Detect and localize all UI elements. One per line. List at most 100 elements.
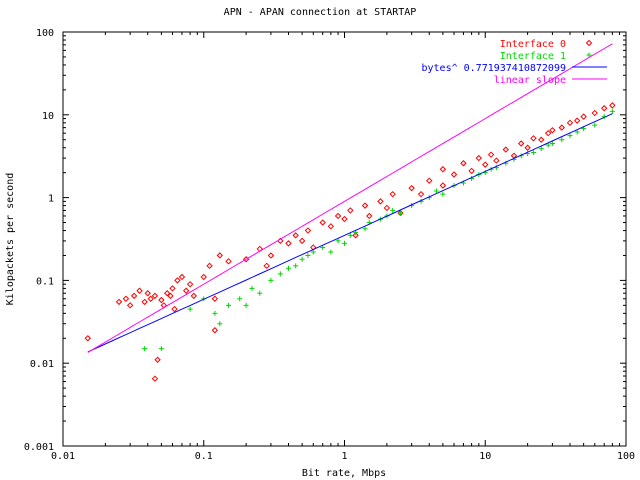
- interface-0-point: [304, 227, 312, 234]
- interface-0-point: [171, 305, 178, 313]
- interface-0-point: [591, 109, 598, 117]
- interface-0-point: [538, 136, 545, 143]
- interface-0-point: [366, 212, 373, 220]
- legend-marker: [585, 39, 593, 47]
- interface-1-point: [559, 137, 565, 143]
- interface-1-point: [342, 240, 347, 246]
- interface-0-point: [517, 140, 525, 147]
- interface-0-point: [141, 298, 148, 306]
- interface-1-point: [433, 188, 439, 194]
- interface-0-point: [216, 252, 223, 259]
- x-tick-label: 0.01: [51, 451, 75, 462]
- interface-1-point: [285, 265, 291, 271]
- y-tick-label: 0.1: [36, 276, 54, 287]
- interface-1-point: [310, 249, 316, 255]
- interface-0-point: [267, 252, 275, 259]
- interface-0-point: [136, 287, 143, 294]
- interface-0-point: [389, 190, 396, 198]
- interface-0-point: [151, 292, 159, 300]
- interface-1-point: [237, 296, 243, 302]
- interface-0-point: [502, 146, 510, 153]
- interface-0-point: [468, 167, 475, 175]
- interface-1-point: [567, 133, 573, 139]
- interface-0-point: [450, 171, 458, 178]
- interface-0-point: [158, 296, 165, 304]
- interface-1-point: [243, 302, 249, 308]
- series-2: [87, 113, 613, 353]
- interface-0-point: [263, 262, 270, 270]
- x-tick-label: 10: [479, 451, 491, 462]
- interface-0-point: [352, 232, 359, 239]
- interface-0-point: [475, 154, 483, 162]
- interface-0-point: [182, 287, 190, 294]
- interface-1-point: [398, 210, 404, 216]
- interface-0-point: [566, 119, 574, 127]
- interface-0-point: [292, 232, 299, 239]
- interface-1-point: [328, 249, 334, 255]
- interface-0-point: [600, 105, 608, 112]
- interface-0-point: [408, 184, 415, 192]
- interface-0-point: [174, 277, 181, 284]
- interface-1-point: [142, 346, 148, 352]
- series-1: [142, 108, 615, 352]
- interface-0-point: [361, 202, 369, 209]
- interface-0-point: [334, 212, 342, 220]
- interface-0-point: [487, 151, 495, 158]
- interface-0-point: [573, 117, 581, 124]
- legend-label: bytes^ 0.771937410872099: [422, 63, 567, 74]
- linear-slope-line: [87, 43, 613, 353]
- interface-0-point: [439, 166, 447, 173]
- interface-0-point: [206, 262, 213, 270]
- interface-0-point: [417, 190, 425, 198]
- interface-0-point: [319, 219, 326, 226]
- interface-1-point: [158, 346, 164, 352]
- interface-0-point: [163, 290, 171, 297]
- interface-0-point: [115, 298, 123, 306]
- interface-0-point: [285, 240, 292, 247]
- x-tick-label: 100: [617, 451, 635, 462]
- interface-0-point: [341, 215, 348, 223]
- interface-0-point: [347, 207, 354, 214]
- interface-1-point: [592, 122, 598, 128]
- interface-0-point: [482, 161, 489, 168]
- interface-0-point: [211, 327, 219, 334]
- interface-1-point: [277, 271, 283, 277]
- interface-0-point: [426, 177, 433, 184]
- interface-1-point: [440, 191, 446, 197]
- interface-0-point: [154, 356, 161, 363]
- interface-1-point: [538, 146, 544, 152]
- interface-1-point: [293, 263, 299, 269]
- interface-1-point: [609, 108, 615, 114]
- power-fit-line: [87, 113, 613, 353]
- interface-1-point: [335, 238, 341, 244]
- y-tick-label: 1: [48, 194, 54, 205]
- interface-0-point: [211, 295, 219, 302]
- interface-1-point: [390, 207, 396, 213]
- interface-1-point: [305, 252, 311, 258]
- data-series: [84, 43, 616, 382]
- interface-0-point: [169, 285, 176, 292]
- interface-1-point: [299, 256, 305, 262]
- interface-0-point: [186, 280, 194, 288]
- y-tick-label: 100: [36, 28, 54, 39]
- interface-0-point: [225, 258, 232, 265]
- interface-0-point: [298, 237, 306, 245]
- legend-label: linear slope: [494, 75, 566, 86]
- interface-1-point: [530, 150, 536, 156]
- y-tick-label: 10: [42, 111, 54, 122]
- interface-1-point: [549, 141, 555, 147]
- interface-0-point: [439, 182, 447, 189]
- interface-0-point: [530, 135, 537, 142]
- interface-0-point: [130, 292, 138, 300]
- interface-0-point: [524, 144, 531, 151]
- interface-1-point: [320, 244, 326, 250]
- legend-label: Interface 0: [500, 39, 566, 50]
- interface-0-point: [167, 292, 174, 300]
- interface-1-point: [574, 129, 580, 135]
- interface-1-point: [212, 310, 218, 316]
- interface-1-point: [257, 290, 263, 296]
- series-3: [87, 43, 613, 353]
- interface-0-point: [178, 273, 186, 281]
- interface-0-point: [460, 160, 467, 167]
